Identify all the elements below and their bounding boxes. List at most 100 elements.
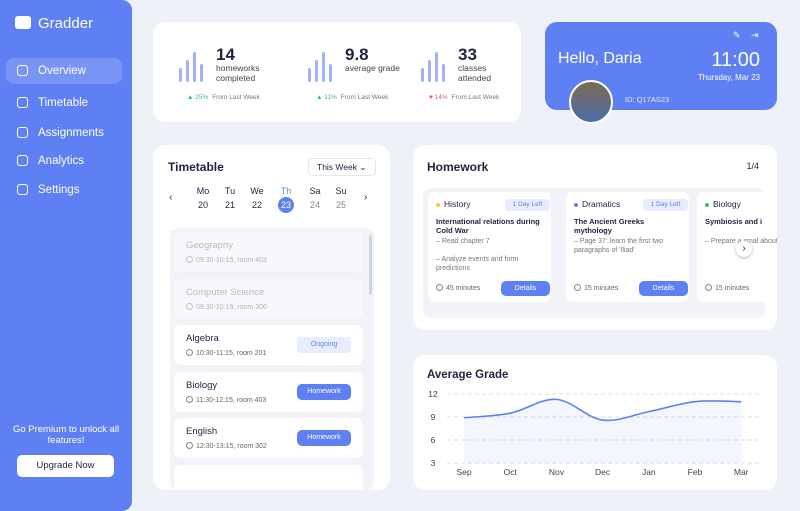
lesson[interactable]: English 12:30-13:15, room 302 Homework xyxy=(174,418,363,458)
details-button[interactable]: Details xyxy=(501,281,550,296)
edit-icon[interactable]: ✎ xyxy=(733,30,741,40)
stat-value: 33 xyxy=(458,45,477,64)
nav-item[interactable]: Assignments xyxy=(6,120,122,146)
y-tick-label: 6 xyxy=(431,435,436,445)
nav-item[interactable]: Timetable xyxy=(6,90,122,116)
greeting-card: Hello, Daria 11:00 Thursday, Mar 23 ID: … xyxy=(545,22,777,124)
x-tick-label: Dec xyxy=(595,467,611,477)
x-tick-label: Jan xyxy=(642,467,656,477)
next-week[interactable]: › xyxy=(364,192,368,203)
lesson-time: 09:30-10:15, room 403 xyxy=(186,256,267,264)
range: This Week xyxy=(317,162,357,172)
upgrade-button[interactable]: Upgrade Now xyxy=(17,455,114,477)
x-tick-label: Feb xyxy=(688,467,703,477)
stat-label: average grade xyxy=(345,63,400,73)
lesson[interactable]: Algebra 10:30-11:15, room 201 Ongoing xyxy=(174,325,363,365)
grade-title: Average Grade xyxy=(427,369,509,381)
stats-card: 14 homeworks completed ▲ 25% From Last Week… xyxy=(153,22,521,122)
duration-text: 15 minutes xyxy=(584,285,619,292)
day-selected xyxy=(278,197,294,213)
lesson-time: 11:30-12:15, room 403 xyxy=(186,395,267,404)
homework-item[interactable]: History 1 Day Left International relations… xyxy=(428,192,551,302)
stat-value: 14 xyxy=(216,45,235,64)
x-tick-label: Mar xyxy=(734,467,749,477)
date: Thursday, Mar 23 xyxy=(697,73,760,82)
promo: Go Premium to unlock all features! xyxy=(12,424,120,446)
hw-subject: Dramatics xyxy=(582,199,621,209)
nav-label: Analytics xyxy=(38,155,85,167)
lesson-time-text: 09:30-10:15, room 306 xyxy=(196,303,267,311)
lesson-subject: English xyxy=(186,426,218,437)
stat-change: ▲ 25% From Last Week xyxy=(187,94,260,101)
nav-label: Timetable xyxy=(38,97,89,109)
nav-label: Overview xyxy=(38,65,86,77)
stat-icon xyxy=(421,50,451,82)
lesson-subject: Algebra xyxy=(186,333,219,344)
day-date[interactable]: 22 xyxy=(251,200,262,210)
hw-duration: 15 minutes xyxy=(705,284,749,292)
stat-label: homeworks completed xyxy=(216,63,260,83)
subject-dot xyxy=(705,203,709,207)
lesson-time: 09:30-10:15, room 306 xyxy=(186,302,267,311)
stat-icon-bar xyxy=(442,64,445,82)
logout-icon[interactable]: ⇥ xyxy=(751,30,759,40)
homework-page: 1/4 xyxy=(746,161,759,171)
day-date[interactable]: 25 xyxy=(335,200,346,210)
lesson-status[interactable]: Homework xyxy=(297,430,351,446)
lesson[interactable]: Computer Science 09:30-10:15, room 306 xyxy=(174,278,363,319)
stat-icon-bar xyxy=(428,60,431,82)
y-tick-label: 3 xyxy=(431,458,436,468)
logo-icon xyxy=(15,16,31,29)
day-date[interactable]: 23 xyxy=(280,200,291,210)
prev-week[interactable]: ‹ xyxy=(169,192,173,203)
hw-task: – Analyze events and form predictions xyxy=(436,256,519,272)
next-arrow[interactable]: › xyxy=(736,241,752,257)
stat-icon xyxy=(179,50,209,82)
lesson-status[interactable]: Homework xyxy=(297,383,351,400)
nav-icon xyxy=(17,155,28,166)
stat-value: 9.8 xyxy=(345,45,369,64)
lesson-status[interactable]: Ongoing xyxy=(297,337,351,353)
lesson-time-text: 09:30-10:15, room 403 xyxy=(196,257,267,264)
stat-label: classes attended xyxy=(458,63,492,83)
stat-icon-bar xyxy=(186,60,189,82)
hw-duration: 45 minutes xyxy=(436,284,480,292)
day-name: Th xyxy=(280,186,292,196)
duration-text: 15 minutes xyxy=(715,285,750,292)
lesson-time-text: 11:30-12:15, room 403 xyxy=(196,396,267,404)
day-date[interactable]: 20 xyxy=(197,200,208,210)
day-date[interactable]: 21 xyxy=(224,200,235,210)
nav-label: Settings xyxy=(38,184,80,196)
details-button[interactable]: Details xyxy=(639,281,688,296)
range-dropdown[interactable]: This Week ⌄ xyxy=(308,158,376,176)
hw-due: 1 Day Left xyxy=(505,199,550,211)
grade-line xyxy=(463,398,742,422)
nav-item[interactable]: Overview xyxy=(6,58,122,84)
stat-icon-bar xyxy=(308,68,311,82)
day-date[interactable]: 24 xyxy=(309,200,320,210)
homework-item[interactable]: Dramatics 1 Day Left The Ancient Greeks my… xyxy=(566,192,689,302)
lesson-time-text: 12:30-13:15, room 302 xyxy=(196,443,267,450)
stat-change: ♥ 14% From Last Week xyxy=(429,94,500,101)
y-tick-label: 12 xyxy=(428,389,438,399)
stat-icon-bar xyxy=(421,68,424,82)
lesson-subject: Biology xyxy=(186,379,218,391)
day-name: Tu xyxy=(224,186,236,196)
scrollbar xyxy=(369,235,372,295)
timetable-card: Timetable This Week ⌄ ‹ › Mo 20 Tu 21 We 22 Th… xyxy=(153,145,390,490)
lesson[interactable]: Geography 09:30-10:15, room 403 xyxy=(174,232,363,272)
x-tick-label: Nov xyxy=(549,467,565,477)
hw-task: – Read chapter 7 xyxy=(436,238,490,245)
hw-title: The Ancient Greeks mythology xyxy=(574,217,645,235)
grade-chart: 3 6 9 12 Sep Oct Nov Dec Jan Feb Mar xyxy=(428,389,763,477)
nav-label: Assignments xyxy=(38,127,104,139)
nav-item[interactable]: Analytics xyxy=(6,148,122,174)
duration-text: 45 minutes xyxy=(446,285,481,292)
nav-item[interactable]: Settings xyxy=(6,177,122,203)
lesson[interactable]: Biology 11:30-12:15, room 403 Homework xyxy=(174,371,363,412)
change-note: From Last Week xyxy=(340,94,389,101)
stat-change: ▲ 11% From Last Week xyxy=(316,94,389,101)
logo: Gradder xyxy=(38,15,94,32)
stat-icon-bar xyxy=(193,52,196,82)
